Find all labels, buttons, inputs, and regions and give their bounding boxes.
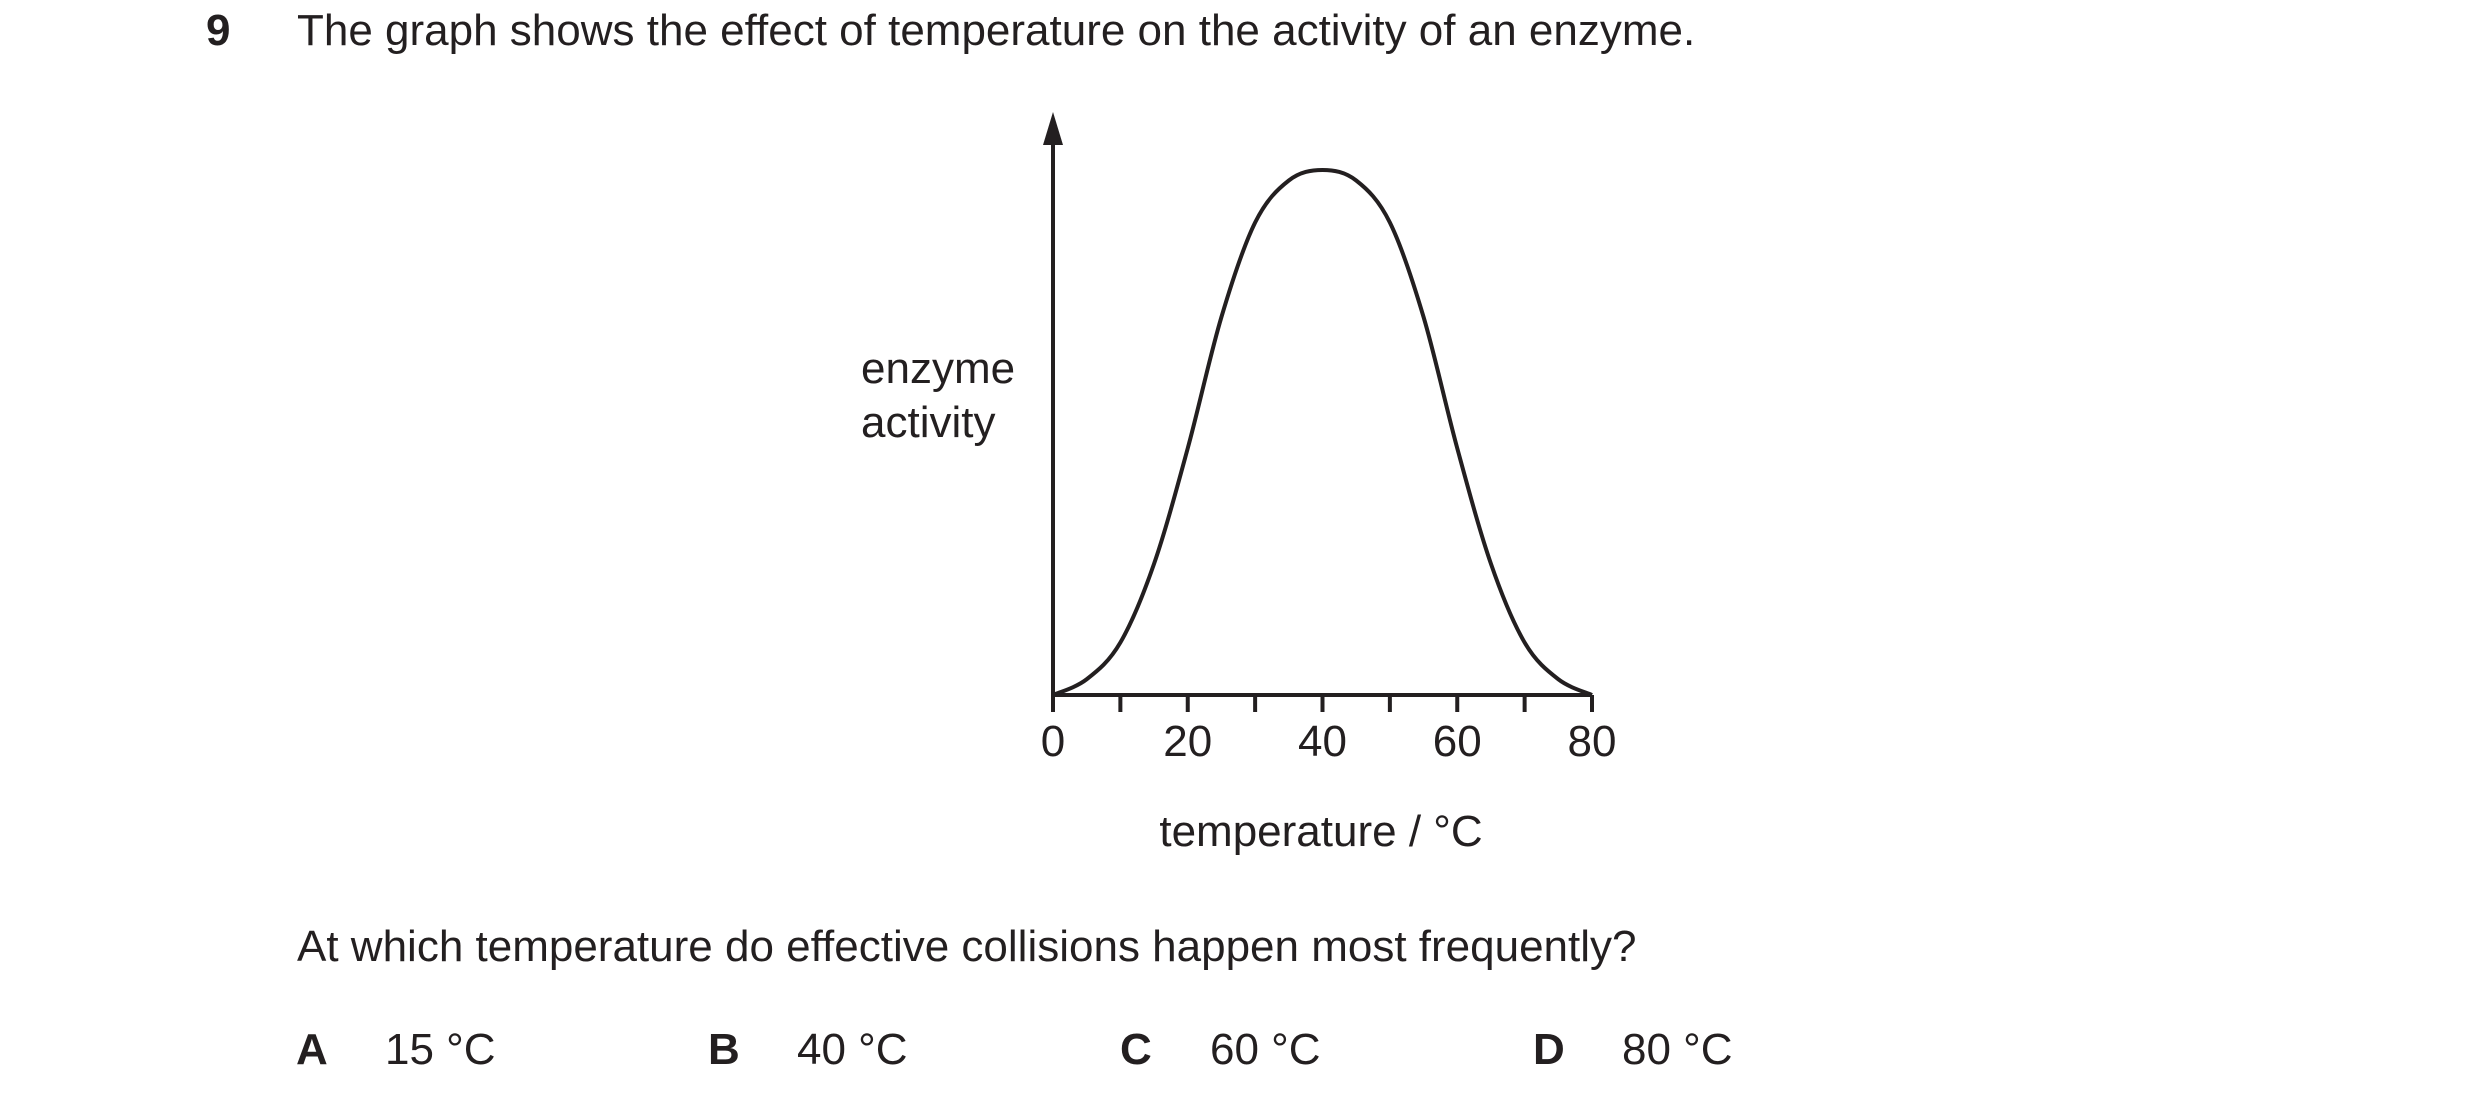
x-tick-label: 20 — [1163, 717, 1212, 766]
y-axis-label-line-2: activity — [861, 398, 995, 447]
option-d-text[interactable]: 80 °C — [1622, 1025, 1733, 1074]
option-b-text[interactable]: 40 °C — [797, 1025, 908, 1074]
y-axis-label-line-1: enzyme — [861, 344, 1015, 393]
option-a-letter[interactable]: A — [296, 1025, 328, 1074]
enzyme-activity-chart: enzyme activity temperature / °C 0 20 40 60… — [861, 112, 1617, 856]
y-axis-arrowhead — [1043, 112, 1063, 145]
question-number: 9 — [206, 6, 231, 55]
x-tick-label: 40 — [1298, 717, 1347, 766]
x-axis-label: temperature / °C — [1159, 807, 1482, 856]
option-a-text[interactable]: 15 °C — [385, 1025, 496, 1074]
option-c-letter[interactable]: C — [1120, 1025, 1152, 1074]
option-b-letter[interactable]: B — [708, 1025, 740, 1074]
x-tick-label: 0 — [1041, 717, 1065, 766]
x-tick-label: 60 — [1433, 717, 1482, 766]
option-d-letter[interactable]: D — [1533, 1025, 1565, 1074]
x-tick-label: 80 — [1568, 717, 1617, 766]
option-c-text[interactable]: 60 °C — [1210, 1025, 1321, 1074]
enzyme-activity-curve — [1052, 168, 1593, 697]
question-stem: The graph shows the effect of temperatur… — [297, 6, 1696, 55]
question-prompt: At which temperature do effective collis… — [297, 922, 1637, 971]
